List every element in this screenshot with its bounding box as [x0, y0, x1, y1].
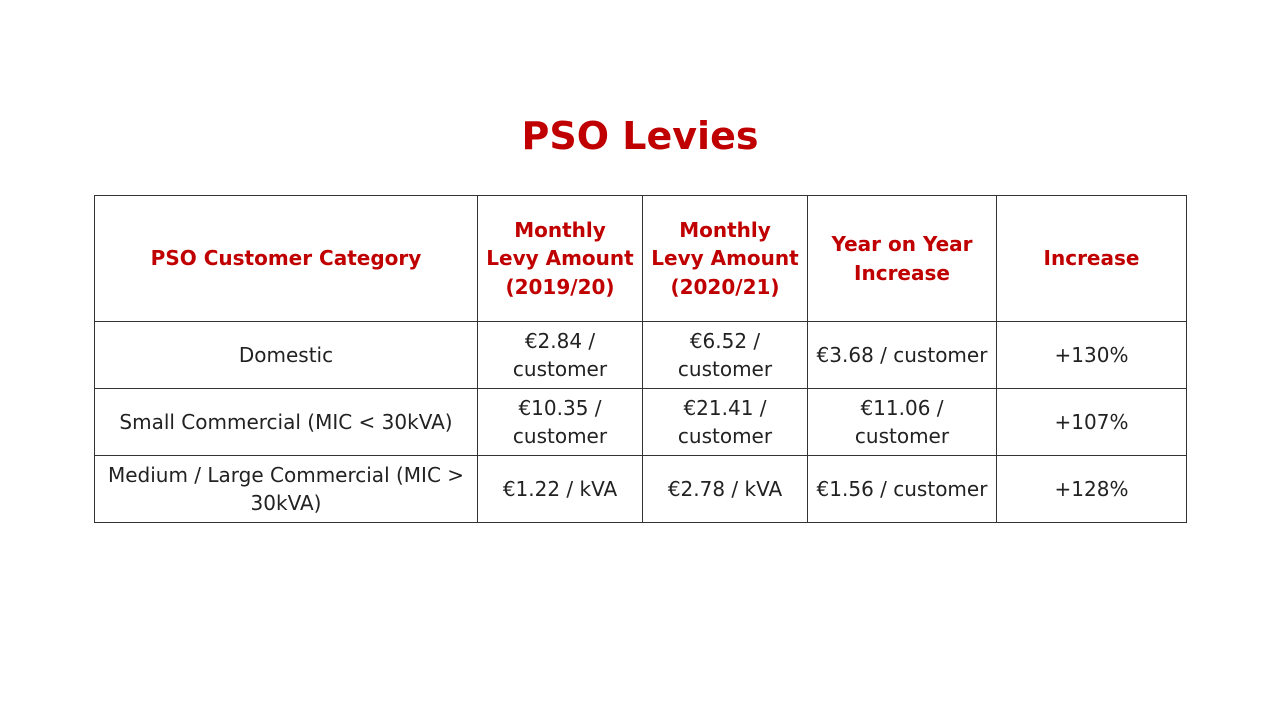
cell-year-on-year: €11.06 / customer: [807, 388, 997, 456]
cell-year-on-year: €3.68 / customer: [807, 321, 997, 389]
cell-year-on-year: €1.56 / customer: [807, 455, 997, 523]
cell-levy-2019-20: €2.84 / customer: [477, 321, 643, 389]
cell-increase: +107%: [996, 388, 1187, 456]
cell-category: Small Commercial (MIC < 30kVA): [94, 388, 478, 456]
column-header-year-on-year: Year on Year Increase: [807, 195, 997, 322]
pso-levies-table: PSO Customer Category Monthly Levy Amoun…: [94, 195, 1187, 523]
table-row: Domestic €2.84 / customer €6.52 / custom…: [94, 321, 1187, 389]
cell-levy-2020-21: €21.41 / customer: [642, 388, 808, 456]
column-header-increase: Increase: [996, 195, 1187, 322]
cell-increase: +130%: [996, 321, 1187, 389]
cell-increase: +128%: [996, 455, 1187, 523]
table-header-row: PSO Customer Category Monthly Levy Amoun…: [94, 195, 1187, 322]
column-header-category: PSO Customer Category: [94, 195, 478, 322]
column-header-levy-2019-20: Monthly Levy Amount (2019/20): [477, 195, 643, 322]
column-header-levy-2020-21: Monthly Levy Amount (2020/21): [642, 195, 808, 322]
cell-category: Medium / Large Commercial (MIC > 30kVA): [94, 455, 478, 523]
cell-levy-2020-21: €2.78 / kVA: [642, 455, 808, 523]
cell-levy-2020-21: €6.52 / customer: [642, 321, 808, 389]
page-title: PSO Levies: [521, 114, 759, 158]
cell-levy-2019-20: €10.35 / customer: [477, 388, 643, 456]
cell-category: Domestic: [94, 321, 478, 389]
table-row: Small Commercial (MIC < 30kVA) €10.35 / …: [94, 388, 1187, 456]
cell-levy-2019-20: €1.22 / kVA: [477, 455, 643, 523]
table-row: Medium / Large Commercial (MIC > 30kVA) …: [94, 455, 1187, 523]
